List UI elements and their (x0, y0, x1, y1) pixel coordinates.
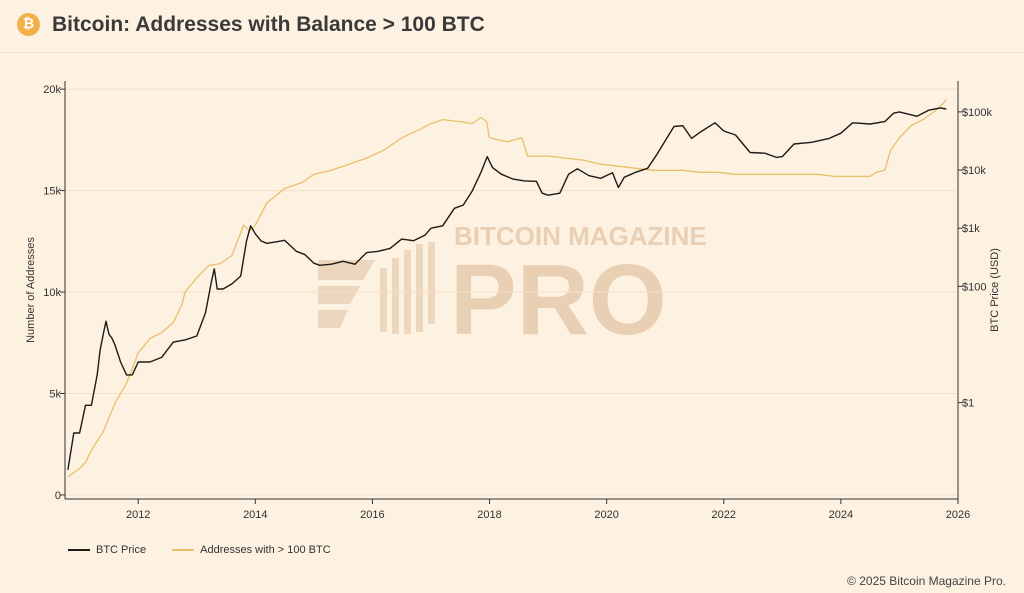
chart-area: BITCOIN MAGAZINE PRO 2012 2014 2016 2018 202… (25, 81, 1001, 521)
legend-swatch-addresses (172, 549, 195, 551)
y-tick-label-left: 15k (43, 186, 61, 198)
y-tick-label-right: $100 (962, 281, 986, 293)
y-axis-label-left: Number of Addresses (25, 237, 37, 343)
legend-label-addresses: Addresses with > 100 BTC (200, 544, 331, 556)
y-tick-label-left: 5k (49, 388, 61, 400)
watermark-bars-logo (318, 242, 435, 334)
y-axis-label-right: BTC Price (USD) (989, 248, 1001, 332)
y-tick-label-left: 0 (55, 490, 61, 502)
legend-label-price: BTC Price (96, 544, 147, 556)
x-tick-label: 2020 (594, 509, 618, 521)
y-tick-label-right: $1 (962, 398, 974, 410)
header-bar: ₿ Bitcoin: Addresses with Balance > 100 … (0, 0, 1024, 53)
y-tick-label-right: $1k (962, 223, 980, 235)
x-tick-label: 2018 (477, 509, 501, 521)
watermark-text-top: BITCOIN MAGAZINE (454, 221, 707, 251)
x-tick-label: 2012 (126, 509, 150, 521)
chart-legend: BTC Price Addresses with > 100 BTC (68, 544, 331, 556)
x-tick-label: 2014 (243, 509, 267, 521)
x-tick-label: 2024 (829, 509, 853, 521)
copyright-text: © 2025 Bitcoin Magazine Pro. (847, 574, 1006, 588)
y-tick-label-left: 10k (43, 287, 61, 299)
y-tick-label-right: $10k (962, 165, 986, 177)
series-line-addresses (67, 98, 947, 478)
x-tick-label: 2026 (946, 509, 970, 521)
series-layer (67, 98, 947, 478)
bitcoin-logo-icon: ₿ (17, 13, 40, 36)
legend-item-addresses[interactable]: Addresses with > 100 BTC (172, 544, 331, 556)
tick-labels: 2012 2014 2016 2018 2020 2022 2024 2026 0 5k 10k 15… (43, 84, 992, 521)
series-line-btc-price (67, 107, 947, 470)
watermark-text-pro: PRO (450, 244, 667, 356)
y-tick-label-right: $100k (962, 107, 992, 119)
chart-axes (64, 81, 959, 500)
y-tick-label-left: 20k (43, 84, 61, 96)
watermark: BITCOIN MAGAZINE PRO (318, 221, 707, 356)
grid-lines (65, 88, 958, 496)
page-title: Bitcoin: Addresses with Balance > 100 BT… (52, 13, 485, 36)
legend-swatch-price (68, 549, 90, 551)
legend-item-btc-price[interactable]: BTC Price (68, 544, 146, 556)
x-tick-label: 2022 (712, 509, 736, 521)
x-tick-label: 2016 (360, 509, 384, 521)
